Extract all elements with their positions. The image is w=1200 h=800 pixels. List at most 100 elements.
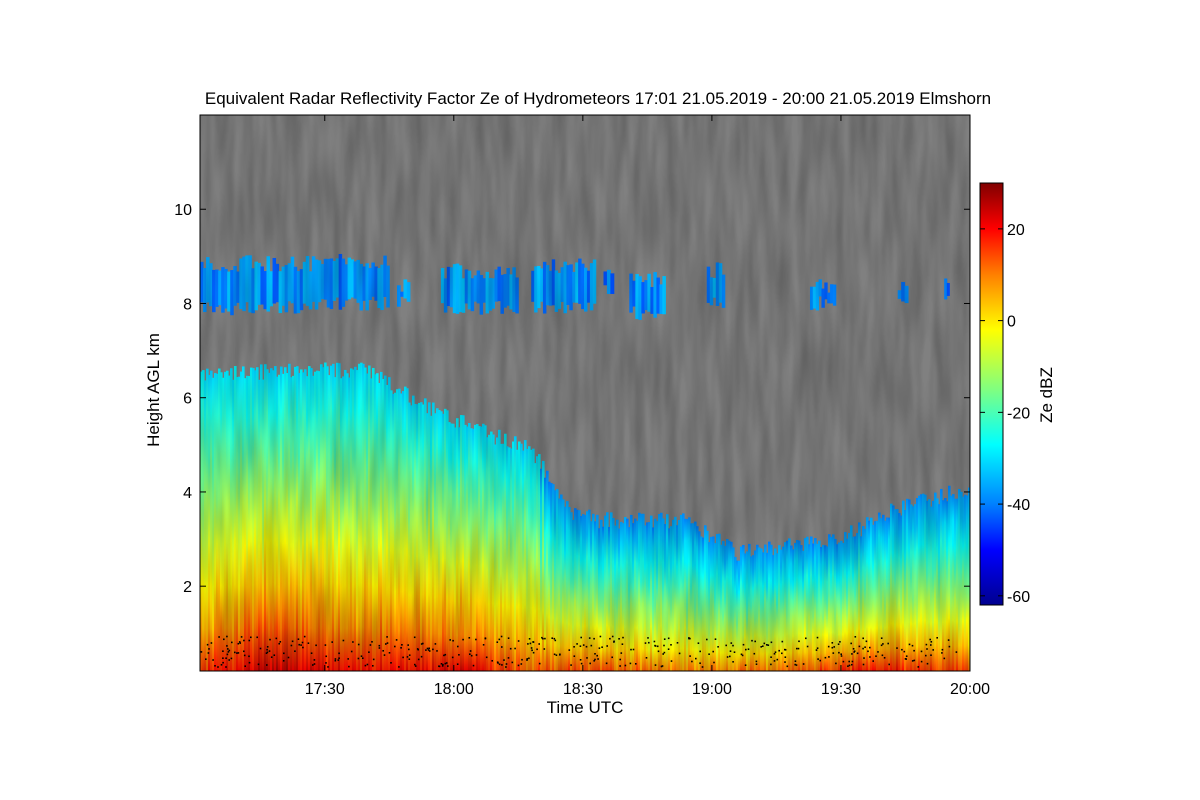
clutter-dot — [729, 655, 731, 658]
x-tick-label: 19:30 — [821, 681, 861, 698]
clutter-dot — [428, 647, 430, 650]
clutter-dot — [781, 640, 784, 643]
clutter-dot — [443, 654, 445, 657]
clutter-dot — [206, 643, 209, 646]
clutter-dot — [239, 642, 241, 644]
clutter-dot — [385, 643, 387, 645]
clutter-dot — [536, 648, 538, 651]
clutter-dot — [294, 650, 296, 652]
clutter-dot — [619, 658, 621, 661]
clutter-dot — [941, 648, 944, 651]
clutter-dot — [528, 638, 531, 640]
clutter-dot — [862, 663, 865, 666]
clutter-dot — [313, 663, 316, 665]
x-tick-label: 17:30 — [305, 681, 345, 698]
clutter-dot — [413, 636, 416, 639]
x-tick-label: 19:00 — [692, 681, 732, 698]
clutter-dot — [227, 648, 229, 650]
clutter-dot — [714, 638, 717, 640]
texture-overlay — [200, 115, 970, 671]
clutter-dot — [913, 659, 916, 662]
clutter-dot — [653, 640, 656, 643]
clutter-dot — [601, 646, 603, 648]
clutter-dot — [880, 637, 883, 639]
clutter-dot — [948, 645, 951, 648]
clutter-dot — [457, 645, 459, 648]
clutter-dot — [851, 653, 853, 655]
clutter-dot — [248, 655, 250, 658]
clutter-dot — [542, 637, 544, 640]
clutter-dot — [794, 660, 797, 662]
clutter-dot — [357, 657, 360, 660]
clutter-dot — [816, 647, 819, 649]
clutter-dot — [360, 655, 363, 657]
clutter-dot — [676, 642, 679, 644]
clutter-dot — [371, 641, 373, 643]
clutter-dot — [527, 643, 529, 645]
clutter-dot — [310, 652, 313, 654]
clutter-dot — [929, 638, 931, 641]
clutter-dot — [605, 662, 608, 665]
clutter-dot — [594, 658, 596, 661]
clutter-dot — [238, 641, 241, 643]
clutter-dot — [452, 639, 454, 642]
clutter-dot — [579, 659, 582, 661]
clutter-dot — [469, 650, 472, 652]
clutter-dot — [390, 662, 392, 664]
clutter-dot — [670, 660, 673, 662]
clutter-dot — [382, 650, 384, 652]
clutter-dot — [505, 663, 508, 665]
clutter-dot — [266, 648, 268, 651]
clutter-dot — [517, 640, 520, 642]
clutter-dot — [593, 637, 595, 640]
clutter-dot — [699, 650, 701, 653]
clutter-dot — [733, 651, 736, 653]
clutter-dot — [848, 664, 851, 667]
clutter-dot — [850, 642, 852, 645]
clutter-dot — [657, 650, 660, 653]
clutter-dot — [732, 661, 734, 663]
clutter-dot — [624, 664, 627, 667]
clutter-dot — [401, 644, 403, 646]
clutter-dot — [596, 654, 598, 657]
clutter-dot — [378, 647, 381, 649]
clutter-dot — [865, 640, 868, 643]
clutter-dot — [520, 663, 523, 665]
clutter-dot — [839, 641, 841, 643]
clutter-dot — [226, 653, 229, 656]
clutter-dot — [378, 644, 381, 647]
clutter-dot — [445, 662, 448, 664]
clutter-dot — [501, 646, 503, 648]
clutter-dot — [925, 643, 928, 646]
clutter-dot — [225, 657, 227, 659]
clutter-dot — [838, 651, 840, 654]
clutter-dot — [917, 666, 920, 668]
clutter-dot — [840, 655, 843, 657]
clutter-dot — [434, 643, 437, 645]
clutter-dot — [456, 663, 459, 665]
clutter-dot — [422, 642, 424, 645]
clutter-dot — [689, 637, 691, 640]
clutter-dot — [243, 650, 245, 653]
clutter-dot — [941, 652, 943, 654]
clutter-dot — [798, 640, 800, 643]
clutter-dot — [436, 650, 438, 652]
clutter-dot — [691, 660, 693, 663]
clutter-dot — [784, 661, 786, 663]
clutter-dot — [407, 644, 409, 646]
clutter-dot — [428, 650, 431, 652]
clutter-dot — [228, 659, 230, 661]
clutter-dot — [383, 654, 386, 656]
clutter-dot — [831, 646, 834, 649]
clutter-dot — [588, 637, 591, 639]
plot-frame — [199, 114, 971, 672]
clutter-dot — [629, 662, 632, 665]
clutter-dot — [654, 664, 657, 666]
clutter-dot — [230, 657, 233, 660]
clutter-dot — [427, 649, 430, 651]
clutter-dot — [903, 650, 906, 653]
clutter-dot — [256, 636, 258, 639]
clutter-dot — [597, 658, 599, 660]
clutter-dot — [338, 652, 340, 655]
clutter-dot — [426, 647, 429, 650]
